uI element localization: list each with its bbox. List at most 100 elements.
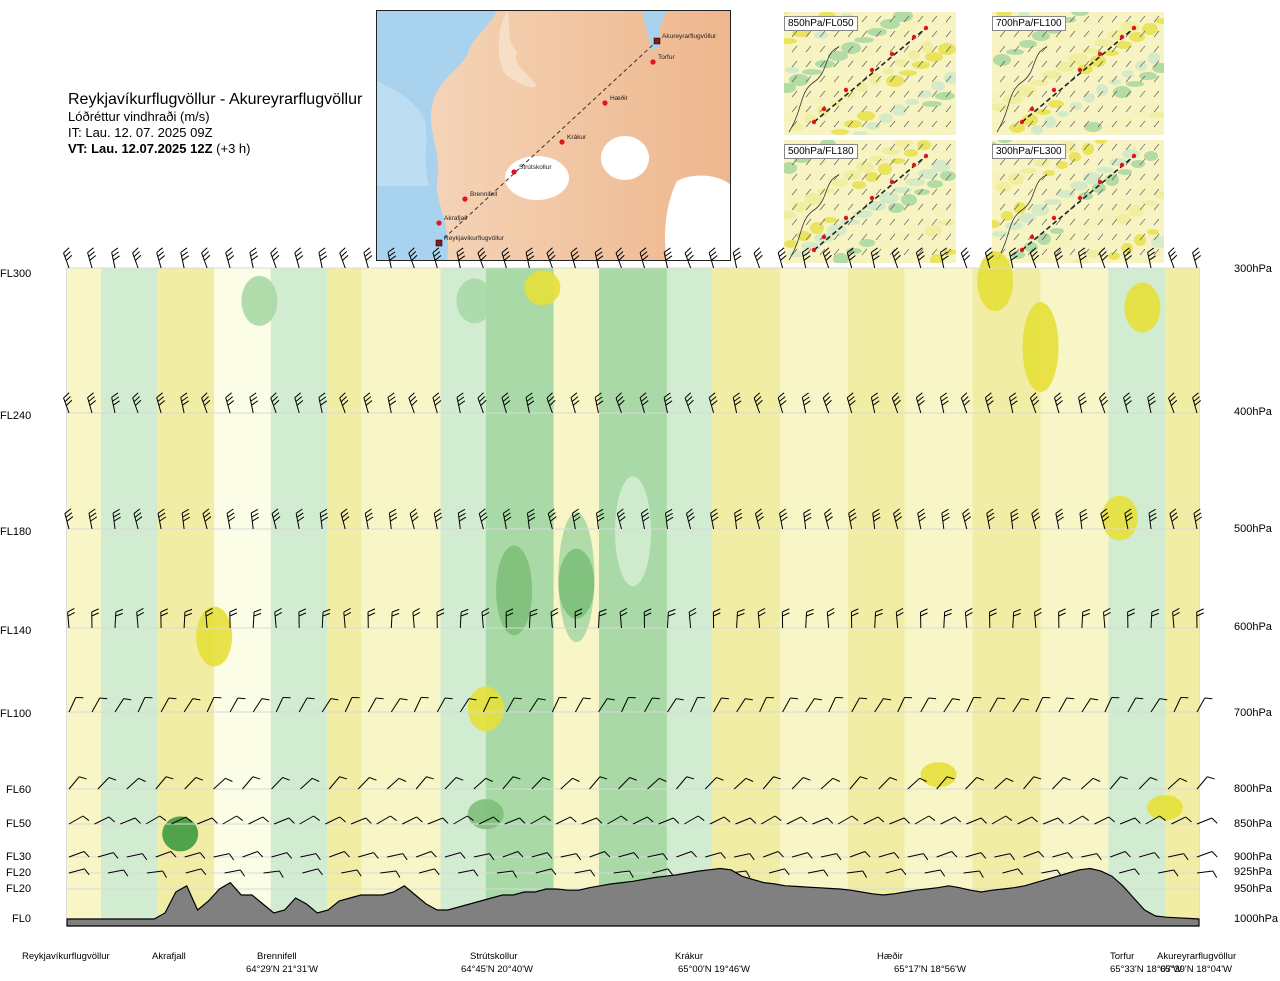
mini-wind-barb [805, 60, 812, 68]
mini-wind-barb [1083, 30, 1090, 38]
mini-wind-barb [1083, 158, 1090, 166]
mini-coastline [996, 46, 1048, 133]
field-band-11 [667, 268, 713, 926]
wind-barb-45 [1098, 247, 1109, 269]
mini-wind-barb [1097, 173, 1104, 181]
mini-wind-barb [1125, 60, 1132, 68]
wind-barb-219 [505, 697, 522, 713]
mini-field-cell [931, 81, 945, 91]
wind-barb-318 [786, 816, 808, 825]
wind-barb-404 [1196, 870, 1218, 878]
mini-wind-barb [903, 233, 910, 241]
hpa-label: 900hPa [1234, 851, 1272, 863]
mini-wind-barb [931, 30, 938, 38]
field-core-3 [558, 548, 595, 619]
mini-wind-barb [1125, 233, 1132, 241]
mini-field-cell [1022, 114, 1038, 126]
wind-barb-205 [183, 698, 201, 713]
mini-field-cell [828, 51, 848, 61]
mini-field-cell [1044, 116, 1056, 128]
mini-wind-barb [791, 233, 798, 241]
mini-wind-barb [903, 120, 910, 128]
field-core-11 [977, 251, 1014, 312]
mini-wind-barb [903, 105, 910, 113]
mini-wind-barb [791, 120, 798, 128]
mini-wind-barb [791, 45, 798, 53]
mini-field-cell [1119, 198, 1139, 204]
wind-barb-179 [736, 608, 745, 629]
mini-wind-barb [1139, 105, 1146, 113]
mini-field-cell [784, 83, 796, 93]
mini-wind-barb [1069, 30, 1076, 38]
mini-wind-barb [1069, 15, 1076, 23]
fl-label: FL60 [6, 784, 32, 796]
mini-wind-barb [945, 15, 952, 23]
mini-route-line [813, 155, 927, 251]
mini-field-cell [784, 211, 796, 219]
wind-barb-249 [1196, 697, 1213, 713]
wind-barb-321 [863, 816, 885, 825]
mini-wind-barb [903, 15, 910, 23]
route-map: Akureyrarflugvöllur Torfur Hæðir Krákur Strú… [376, 10, 731, 261]
wind-barb-140 [986, 508, 995, 530]
mini-field-cell [895, 140, 913, 148]
wind-barb-148 [1169, 508, 1179, 530]
mini-field-cell [992, 92, 1000, 102]
mini-wind-barb [875, 30, 882, 38]
wind-barb-369 [1052, 852, 1073, 859]
mini-wind-barb [1139, 203, 1146, 211]
wind-barb-333 [1171, 816, 1192, 825]
waypoint-label: Strútskollur [470, 951, 518, 962]
mini-wind-barb [847, 188, 854, 196]
mini-wind-barb [861, 173, 868, 181]
wind-barb-316 [735, 817, 757, 825]
wind-barb-53 [132, 392, 142, 414]
mini-field-cell [784, 162, 797, 174]
mini-field-cell [784, 38, 797, 44]
mini-wind-barb [1153, 158, 1160, 166]
wind-barb-345 [358, 852, 379, 859]
mini-wind-barb [1153, 60, 1160, 68]
mini-wind-barb [1041, 30, 1048, 38]
wind-barb-48 [1168, 247, 1178, 269]
wind-barb-261 [386, 777, 407, 790]
wind-barb-403 [1158, 869, 1179, 877]
mini-field-cell [1080, 19, 1094, 25]
wind-barb-119 [502, 508, 512, 530]
wind-barb-132 [803, 508, 812, 530]
mini-wind-barb [1139, 90, 1146, 98]
mini-wind-barb [945, 203, 952, 211]
mini-wind-barb [1083, 203, 1090, 211]
mini-wind-barb [875, 143, 882, 151]
wind-barb-26 [663, 247, 673, 269]
mini-wind-barb [1153, 203, 1160, 211]
wind-barb-314 [684, 815, 705, 825]
wind-barb-155 [183, 608, 193, 629]
mini-field-cell [865, 172, 879, 182]
wind-barb-394 [807, 869, 829, 877]
wind-barb-178 [712, 608, 721, 629]
wind-barb-164 [390, 608, 400, 629]
mini-waypoint [1131, 25, 1137, 31]
wind-barb-92 [1029, 392, 1040, 414]
mini-wind-barb [1097, 188, 1104, 196]
mini-wind-barb [917, 143, 924, 151]
wind-barb-239 [966, 696, 982, 713]
wind-barb-8 [249, 247, 259, 269]
wind-barb-338 [155, 851, 177, 858]
wind-barb-381 [302, 868, 323, 876]
wind-barb-141 [1010, 508, 1019, 530]
field-core-1 [496, 545, 533, 636]
wind-barb-341 [242, 851, 264, 858]
mini-wind-barb [1027, 75, 1034, 83]
mini-field-cell [917, 140, 931, 150]
wind-barb-153 [136, 608, 145, 629]
wind-barb-301 [350, 817, 372, 825]
mini-field-cell [1009, 123, 1025, 133]
mini-wind-barb [847, 158, 854, 166]
mini-field-cell [924, 225, 942, 237]
wind-barb-114 [388, 508, 398, 530]
mini-field-cell [927, 180, 943, 188]
wind-barb-266 [531, 777, 551, 790]
mini-waypoint [1077, 67, 1083, 73]
